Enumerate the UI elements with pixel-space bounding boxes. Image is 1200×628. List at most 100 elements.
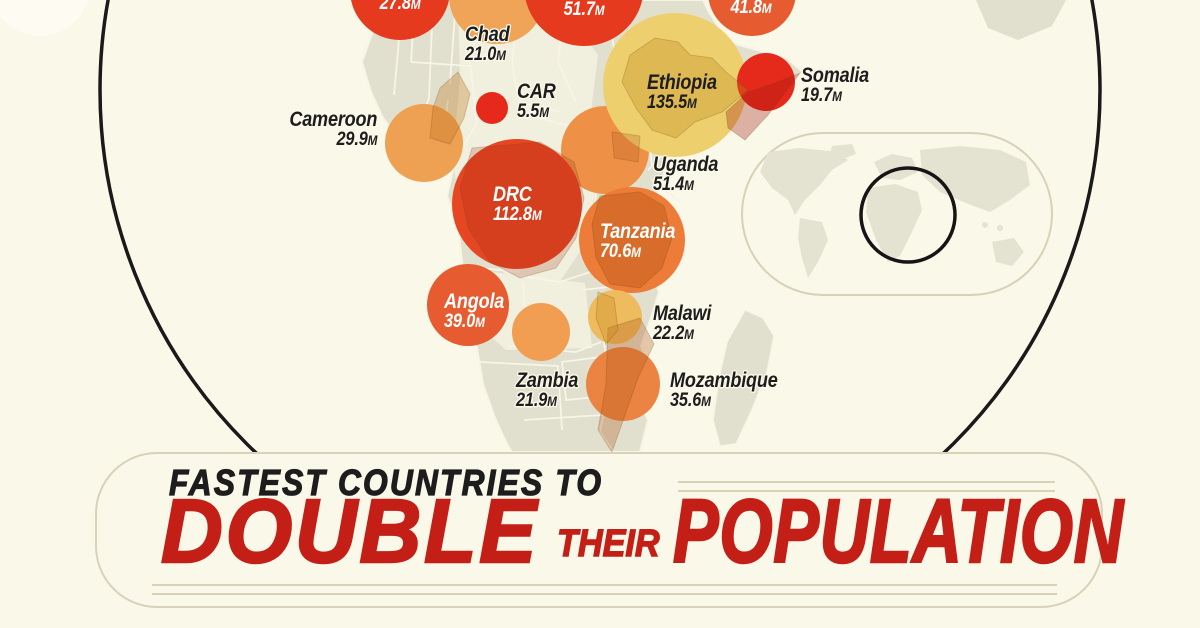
- country-name: Uganda: [653, 153, 719, 176]
- country-value-line: 41.8M: [731, 0, 772, 19]
- label-uganda: Uganda 51.4M: [653, 154, 718, 196]
- country-value-line: 51.4M: [653, 175, 718, 196]
- title-kicker: FASTEST COUNTRIES TO: [168, 461, 604, 503]
- country-name: Somalia: [801, 64, 870, 87]
- value-unit: M: [367, 133, 377, 148]
- bubble-drc: [452, 139, 582, 269]
- country-value: 21.9: [516, 390, 548, 411]
- value-unit: M: [684, 178, 694, 193]
- country-name: Mozambique: [670, 369, 778, 392]
- country-value-line: 112.8M: [493, 204, 542, 226]
- country-value-line: 135.5M: [647, 93, 717, 114]
- country-value-line: 5.5M: [517, 102, 556, 123]
- country-value: 135.5: [647, 92, 688, 113]
- label-27-8m: 27.8M: [380, 0, 421, 15]
- bubble-malawi: [588, 290, 642, 344]
- label-chad: Chad 21.0M: [465, 23, 510, 66]
- country-value-line: 51.7M: [564, 0, 605, 21]
- pale-blob: [0, 0, 88, 36]
- country-value: 29.9: [336, 129, 368, 150]
- value-unit: M: [547, 394, 557, 409]
- arabia-fragment: [976, 0, 1066, 40]
- country-value-line: 35.6M: [670, 391, 778, 412]
- value-unit: M: [832, 89, 842, 104]
- bubble-tanzania: [579, 187, 685, 293]
- label-car: CAR 5.5M: [517, 81, 556, 123]
- bubble-ethiopia: [603, 13, 747, 157]
- country-name: DRC: [493, 183, 532, 206]
- country-value: 70.6: [600, 241, 632, 262]
- label-ethiopia: Ethiopia 135.5M: [647, 72, 717, 114]
- value-unit: M: [531, 208, 542, 223]
- country-name: Malawi: [653, 302, 712, 325]
- country-value-line: 21.0M: [465, 45, 509, 66]
- inset-world-map: [760, 144, 1030, 278]
- label-tanzania: Tanzania 70.6M: [600, 221, 675, 263]
- country-value: 19.7: [801, 85, 833, 106]
- country-value: 41.8: [730, 0, 762, 18]
- world-inset: [741, 132, 1053, 296]
- label-drc: DRC 112.8M: [493, 183, 542, 226]
- country-value-line: 39.0M: [444, 312, 504, 333]
- country-name: Ethiopia: [647, 71, 717, 94]
- title-word-double: DOUBLE: [160, 482, 540, 582]
- country-value-line: 27.8M: [380, 0, 421, 15]
- label-cameroon: Cameroon 29.9M: [289, 109, 377, 151]
- bubble-zambia: [512, 303, 570, 361]
- title-capsule: FASTEST COUNTRIES TO DOUBLE THEIR POPULA…: [95, 452, 1124, 608]
- madagascar: [712, 309, 775, 447]
- label-41-8m: 41.8M: [731, 0, 772, 19]
- bubble-angola: [427, 264, 509, 346]
- country-value: 112.8: [493, 204, 532, 225]
- country-value: 51.7: [563, 0, 595, 20]
- country-value: 27.8: [379, 0, 411, 14]
- label-mozambique: Mozambique 35.6M: [670, 370, 778, 412]
- country-value-line: 70.6M: [600, 242, 675, 263]
- inset-frame: [741, 132, 1053, 296]
- label-malawi: Malawi 22.2M: [653, 303, 711, 345]
- country-value-line: 29.9M: [289, 130, 377, 151]
- title-kicker-row: FASTEST COUNTRIES TO: [168, 461, 1055, 504]
- country-value: 21.0: [465, 44, 497, 65]
- country-name: Angola: [444, 290, 505, 313]
- country-value: 5.5: [517, 101, 540, 122]
- country-value: 22.2: [653, 323, 685, 344]
- country-name: Cameroon: [289, 108, 377, 131]
- main-title: DOUBLE THEIR POPULATION: [160, 482, 1200, 582]
- value-unit: M: [684, 327, 694, 342]
- title-bottom-rule-lines: [152, 584, 1057, 595]
- value-unit: M: [687, 96, 697, 111]
- label-51-7m: 51.7M: [564, 0, 605, 21]
- value-unit: M: [631, 245, 641, 260]
- value-unit: M: [475, 315, 485, 330]
- country-value: 35.6: [670, 390, 702, 411]
- country-value-line: 19.7M: [801, 86, 869, 107]
- title-word-population: POPULATION: [672, 482, 1124, 582]
- country-value: 39.0: [444, 311, 476, 332]
- label-somalia: Somalia 19.7M: [801, 65, 869, 107]
- inset-africa-highlight-circle: [859, 166, 957, 264]
- label-angola: Angola 39.0M: [444, 291, 504, 333]
- country-name: Tanzania: [600, 220, 676, 243]
- country-name: Chad: [465, 23, 510, 46]
- kicker-rule-lines: [678, 480, 1055, 492]
- country-name: CAR: [517, 80, 556, 103]
- bubble-mozambique: [586, 347, 660, 421]
- value-unit: M: [410, 0, 421, 12]
- label-zambia: Zambia 21.9M: [516, 370, 578, 412]
- title-word-their: THEIR: [556, 523, 660, 565]
- value-unit: M: [539, 105, 549, 120]
- country-value-line: 22.2M: [653, 324, 711, 345]
- value-unit: M: [701, 394, 711, 409]
- value-unit: M: [594, 3, 605, 18]
- bubble-somalia: [737, 53, 795, 111]
- bubble-car: [476, 92, 508, 124]
- country-value-line: 21.9M: [516, 391, 578, 412]
- bubble-cameroon: [385, 104, 463, 182]
- value-unit: M: [496, 48, 506, 63]
- country-value: 51.4: [653, 174, 685, 195]
- value-unit: M: [761, 1, 772, 16]
